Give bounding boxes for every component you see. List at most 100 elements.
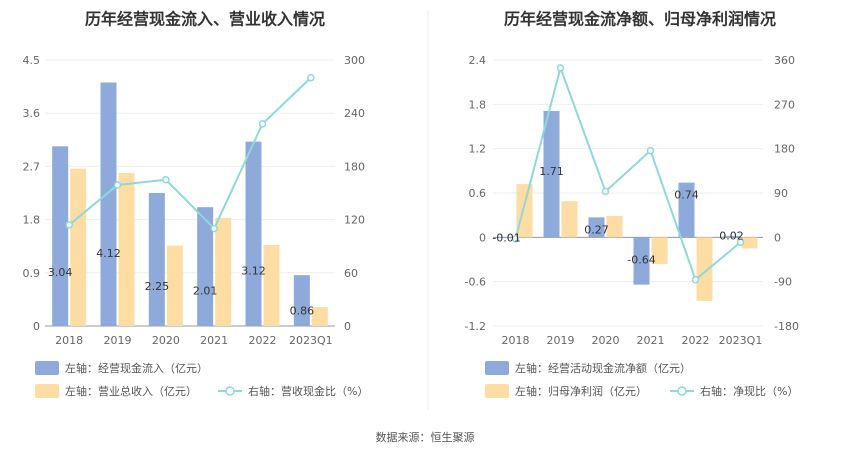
category-label: 2020 — [152, 334, 180, 347]
line-point — [65, 221, 73, 229]
legend-swatch — [35, 361, 59, 375]
bar — [197, 207, 214, 326]
line-point — [258, 120, 267, 128]
bar — [100, 82, 117, 326]
category-label: 2018 — [55, 334, 83, 347]
legend-label: 左轴：营业总收入（亿元） — [65, 384, 197, 398]
bar — [166, 245, 183, 326]
chart-1: 历年经营现金流入、营业收入情况 0 0.9 1.8 2.7 3.6 4.5 0 60 120 180… — [23, 10, 368, 398]
right-tick-label: 120 — [344, 214, 365, 227]
data-label: 1.71 — [539, 165, 564, 178]
bar — [588, 217, 605, 238]
left-tick-label: -1.2 — [465, 320, 486, 333]
chart-title: 历年经营现金流净额、归母净利润情况 — [504, 10, 776, 29]
left-tick-label: 1.8 — [469, 98, 487, 111]
left-tick-label: 1.2 — [469, 143, 487, 156]
bar — [148, 193, 165, 326]
legend-swatch — [35, 384, 59, 398]
left-tick-label: 4.5 — [23, 54, 41, 67]
source-label: 数据来源：恒生聚源 — [376, 430, 475, 444]
data-label: 3.04 — [48, 266, 73, 279]
data-label: -0.64 — [627, 253, 655, 266]
category-label: 2019 — [547, 334, 575, 347]
line-point — [162, 175, 170, 184]
chart-2: 历年经营现金流净额、归母净利润情况 -1.2 -0.6 0 0.6 1.2 1.8 2.4 -1… — [465, 10, 799, 398]
legend-marker — [225, 386, 235, 396]
right-tick-label: 360 — [774, 54, 795, 67]
category-label: 2019 — [104, 334, 132, 347]
left-tick-label: -0.6 — [465, 276, 486, 289]
right-tick-label: -90 — [774, 276, 792, 289]
line-point — [646, 146, 655, 155]
data-label: 2.25 — [145, 280, 170, 293]
bar — [52, 146, 69, 326]
left-tick-label: 1.8 — [23, 214, 41, 227]
data-label: 0.02 — [719, 229, 744, 242]
legend: 左轴：经营现金流入（亿元） 左轴：营业总收入（亿元） 右轴：营收现金比（%） — [35, 361, 368, 398]
bar — [215, 217, 232, 326]
data-label: 4.12 — [96, 247, 121, 260]
right-tick-label: 0 — [774, 231, 781, 244]
legend-swatch — [485, 361, 509, 375]
series-line — [68, 77, 312, 231]
category-label: 2022 — [682, 334, 710, 347]
line-point — [691, 275, 700, 284]
legend-label: 左轴：经营活动现金流净额（亿元） — [515, 361, 691, 375]
right-tick-label: -180 — [774, 320, 799, 333]
bar — [678, 182, 695, 238]
data-label: 0.27 — [584, 223, 609, 236]
right-tick-label: 180 — [774, 143, 795, 156]
data-label: 3.12 — [241, 265, 266, 278]
line-point — [556, 64, 565, 72]
data-label: 0.74 — [674, 189, 699, 202]
left-tick-label: 0.9 — [23, 267, 41, 280]
line-point — [210, 224, 218, 233]
bar — [245, 141, 262, 326]
left-tick-label: 2.4 — [469, 54, 487, 67]
line-point — [113, 181, 122, 189]
bar — [543, 110, 560, 238]
bar — [70, 168, 87, 326]
bar — [651, 237, 668, 264]
right-tick-label: 300 — [344, 54, 365, 67]
right-tick-label: 90 — [774, 187, 788, 200]
left-tick-label: 3.6 — [23, 107, 41, 120]
bar — [561, 201, 578, 238]
left-tick-label: 0 — [33, 320, 40, 333]
category-label: 2022 — [249, 334, 277, 347]
right-tick-label: 60 — [344, 267, 358, 280]
legend-label: 右轴：营收现金比（%） — [248, 384, 368, 398]
legend-swatch — [485, 384, 509, 398]
right-tick-label: 270 — [774, 98, 795, 111]
right-tick-label: 0 — [344, 320, 351, 333]
bar — [311, 307, 328, 326]
bar — [633, 237, 650, 285]
bar — [263, 245, 280, 326]
legend: 左轴：经营活动现金流净额（亿元） 左轴：归母净利润（亿元） 右轴：净现比（%） — [485, 361, 798, 398]
legend-label: 右轴：净现比（%） — [700, 384, 798, 398]
data-label: 2.01 — [193, 284, 218, 297]
line-point — [736, 238, 745, 247]
left-tick-label: 2.7 — [23, 160, 41, 173]
bar — [696, 237, 713, 301]
bar — [498, 237, 515, 239]
left-tick-label: 0.6 — [469, 187, 487, 200]
legend-label: 左轴：经营现金流入（亿元） — [65, 361, 208, 375]
right-tick-label: 240 — [344, 107, 365, 120]
category-label: 2021 — [637, 334, 665, 347]
bar — [741, 237, 758, 249]
series-line — [514, 64, 742, 282]
left-tick-label: 0 — [479, 231, 486, 244]
category-label: 2021 — [200, 334, 228, 347]
chart-title: 历年经营现金流入、营业收入情况 — [85, 10, 325, 29]
category-label: 2018 — [502, 334, 530, 347]
bar — [293, 275, 310, 326]
data-label: -0.01 — [492, 231, 520, 244]
right-tick-label: 180 — [344, 160, 365, 173]
category-label: 2023Q1 — [719, 334, 763, 347]
bar — [723, 235, 740, 238]
legend-marker — [677, 386, 687, 396]
line-point — [601, 187, 610, 196]
